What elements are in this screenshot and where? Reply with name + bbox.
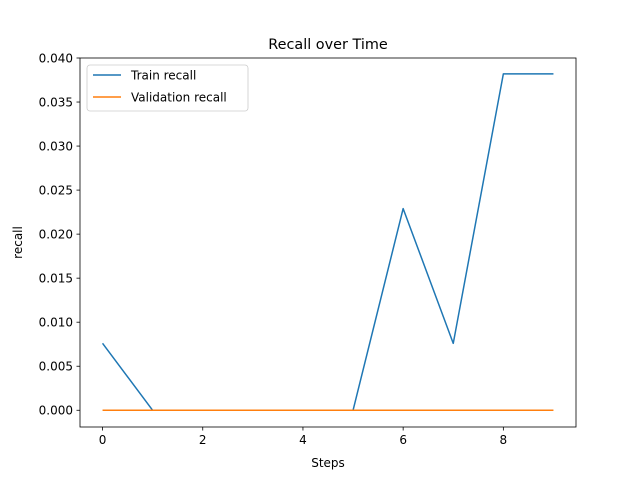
legend-label-validation: Validation recall	[131, 91, 227, 105]
y-tick-label: 0.030	[39, 139, 73, 153]
series-layer	[101, 73, 554, 412]
y-tick-label: 0.040	[39, 51, 73, 65]
legend: Train recall Validation recall	[86, 64, 249, 112]
x-axis: 0 2 4 6 8	[99, 427, 507, 447]
x-tick-label: 2	[199, 433, 207, 447]
plot-frame	[79, 57, 577, 428]
y-axis: 0.000 0.005 0.010 0.015 0.020 0.025 0.030 0.035…	[39, 51, 80, 418]
x-tick-label: 8	[500, 433, 508, 447]
y-tick-label: 0.020	[39, 227, 73, 241]
y-tick-label: 0.015	[39, 271, 73, 285]
y-tick-label: 0.005	[39, 360, 73, 374]
chart-title: Recall over Time	[268, 37, 388, 53]
y-axis-label: recall	[11, 226, 25, 259]
x-tick-label: 6	[399, 433, 407, 447]
x-axis-label: Steps	[311, 456, 345, 470]
y-tick-label: 0.025	[39, 183, 73, 197]
legend-box	[86, 64, 249, 112]
y-tick-label: 0.000	[39, 404, 73, 418]
y-tick-label: 0.010	[39, 316, 73, 330]
legend-label-train: Train recall	[130, 69, 196, 83]
x-tick-label: 0	[99, 433, 107, 447]
y-tick-label: 0.035	[39, 95, 73, 109]
x-tick-label: 4	[299, 433, 307, 447]
